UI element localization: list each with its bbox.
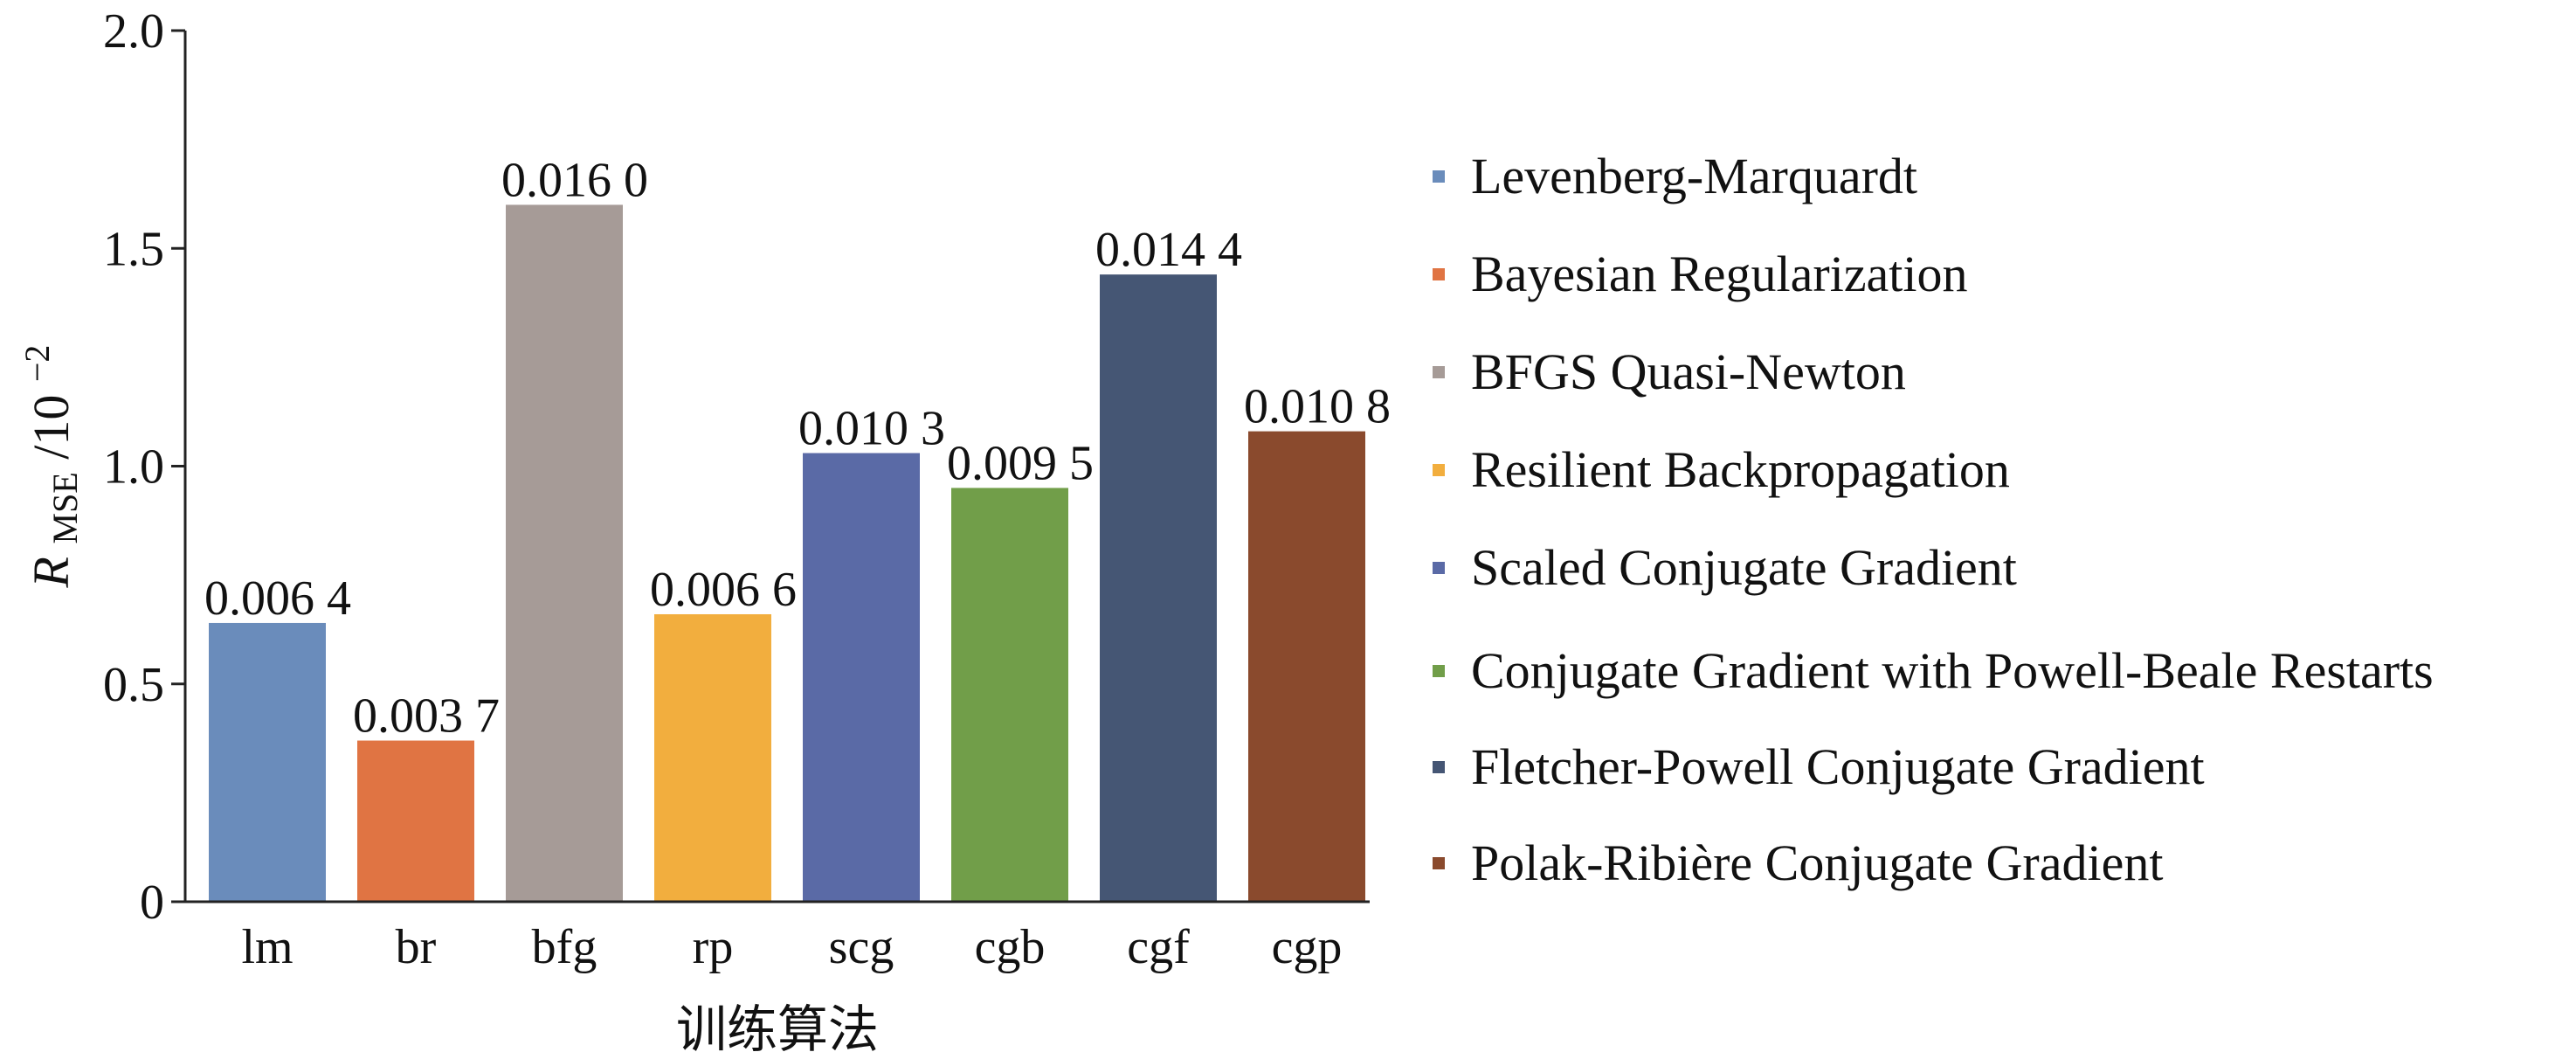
y-axis-title-suffix: /10: [23, 395, 79, 460]
x-tick-label-lm: lm: [241, 920, 293, 974]
legend-label-br: Bayesian Regularization: [1471, 246, 1968, 302]
legend-label-cgp: Polak-Ribière Conjugate Gradient: [1471, 834, 2163, 891]
bar-cgp: [1248, 431, 1365, 902]
bar-bfg: [506, 204, 623, 902]
x-tick-label-cgb: cgb: [975, 920, 1046, 974]
x-tick-label-rp: rp: [693, 920, 734, 974]
bar-lm: [209, 622, 326, 902]
data-label-lm: 0.006 4: [204, 571, 351, 626]
data-label-cgb: 0.009 5: [947, 436, 1094, 490]
y-axis-title-main: R: [23, 557, 79, 588]
bar-cgf: [1100, 274, 1217, 902]
x-axis-title: 训练算法: [676, 1000, 879, 1059]
bar-rp: [654, 613, 771, 902]
x-tick-label-cgf: cgf: [1127, 920, 1190, 974]
x-tick-label-scg: scg: [829, 920, 894, 974]
y-axis-title: R MSE /10 −2: [17, 345, 88, 589]
bar-cgb: [951, 488, 1068, 902]
legend-label-lm: Levenberg-Marquardt: [1471, 148, 1917, 204]
legend-swatch-lm: [1433, 170, 1445, 183]
data-label-cgp: 0.010 8: [1244, 380, 1391, 434]
data-label-rp: 0.006 6: [650, 563, 797, 617]
legend-swatch-rp: [1433, 464, 1445, 476]
bar-br: [357, 740, 474, 902]
legend-label-cgb: Conjugate Gradient with Powell-Beale Res…: [1471, 642, 2434, 699]
y-axis-title-sub: MSE: [45, 472, 85, 543]
data-label-scg: 0.010 3: [798, 402, 945, 456]
value-labels: 0.006 4 0.003 7 0.016 0 0.006 6 0.010 30.009…: [204, 153, 1391, 743]
legend-label-rp: Resilient Backpropagation: [1471, 441, 2010, 498]
y-tick-label: 2.0: [103, 4, 164, 59]
legend-label-bfg: BFGS Quasi-Newton: [1471, 343, 1906, 400]
x-tick-labels: lm br bfg rp scg cgb cgf cgp: [241, 920, 1342, 974]
y-tick-label: 0: [140, 876, 164, 930]
legend-swatch-cgb: [1433, 665, 1445, 677]
legend-swatch-bfg: [1433, 366, 1445, 378]
legend-swatch-cgp: [1433, 857, 1445, 869]
y-tick-label: 1.0: [103, 440, 164, 495]
data-label-bfg: 0.016 0: [501, 153, 648, 207]
legend: Levenberg-Marquardt Bayesian Regularizati…: [1433, 148, 2434, 891]
data-label-cgf: 0.014 4: [1095, 223, 1242, 277]
legend-label-scg: Scaled Conjugate Gradient: [1471, 539, 2017, 596]
x-tick-label-br: br: [396, 920, 437, 974]
legend-swatch-br: [1433, 268, 1445, 280]
bar-scg: [803, 453, 920, 902]
y-axis-title-sup: −2: [17, 345, 57, 383]
y-ticks: 0 0.5 1.0 1.5 2.0: [103, 4, 185, 930]
x-tick-label-cgp: cgp: [1272, 920, 1343, 974]
legend-swatch-cgf: [1433, 761, 1445, 773]
y-tick-label: 1.5: [103, 222, 164, 276]
x-tick-label-bfg: bfg: [532, 920, 597, 974]
legend-swatch-scg: [1433, 562, 1445, 574]
y-tick-label: 0.5: [103, 658, 164, 712]
legend-label-cgf: Fletcher-Powell Conjugate Gradient: [1471, 738, 2205, 795]
bars-layer: [209, 204, 1365, 902]
data-label-br: 0.003 7: [353, 689, 500, 744]
